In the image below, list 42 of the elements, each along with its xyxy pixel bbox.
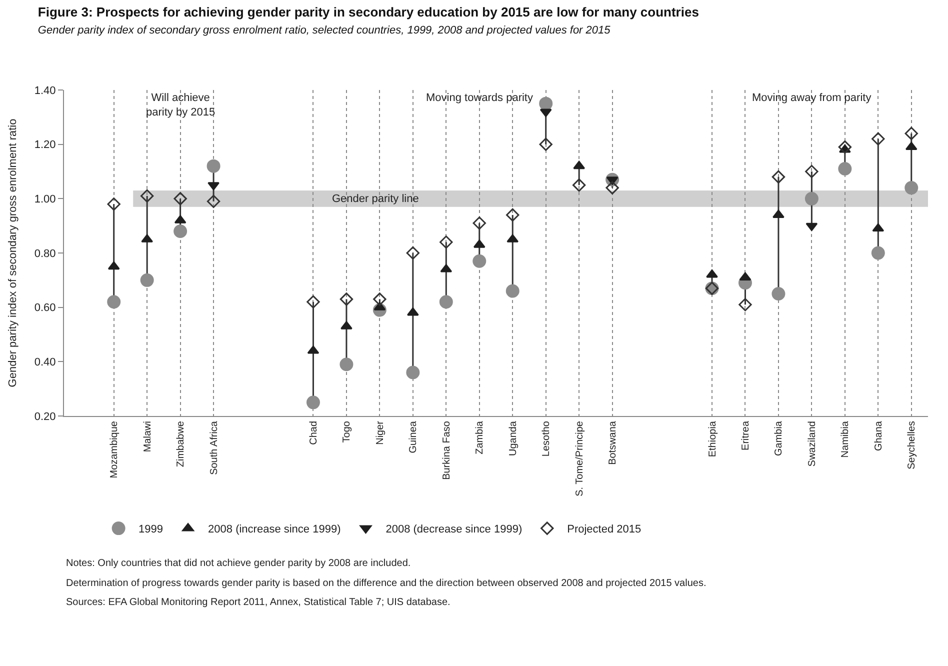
legend-label: 2008 (decrease since 1999) — [386, 524, 522, 536]
text: Determination of progress towards gender parity is based on the difference and the direction between observed 2008 and projected 2015 values. — [66, 578, 706, 589]
x-tick-label: Mozambique — [109, 420, 120, 478]
y-tick-label: 0.40 — [34, 356, 56, 369]
y-axis-title: Gender parity index of secondary gross enrolment ratio — [7, 118, 20, 388]
x-tick-label: Gambia — [774, 420, 785, 456]
y-tick-label: 1.00 — [34, 194, 56, 206]
legend-label: Projected 2015 — [567, 524, 642, 536]
annotation: Will achieve parity by 2015 — [146, 92, 216, 118]
x-tick-label: Seychelles — [906, 421, 918, 470]
x-tick-label: Chad — [308, 421, 320, 445]
x-tick-label: Togo — [342, 420, 353, 443]
x-tick-label: Ethiopia — [707, 420, 718, 458]
x-tick-label: Niger — [374, 420, 386, 445]
y-tick-label: 0.60 — [34, 302, 56, 314]
x-tick-label: Namibia — [840, 420, 852, 458]
chart-title: Figure 3: Prospects for achieving gender parity in secondary education by 2015 are low for many countries — [38, 4, 699, 20]
legend-label: 1999 — [138, 524, 164, 536]
x-tick-label: Lesotho — [541, 420, 552, 457]
x-tick-label: Guinea — [408, 420, 420, 454]
y-tick-label: 1.40 — [34, 84, 56, 97]
x-tick-label: Zimbabwe — [176, 420, 187, 468]
y-tick-label: 0.20 — [34, 410, 56, 423]
x-tick-label: Uganda — [508, 420, 519, 456]
x-tick-label: S. Tome/Principe — [574, 420, 586, 496]
x-tick-label: Eritrea — [740, 420, 752, 450]
annotation: Moving away from parity — [752, 92, 872, 104]
x-tick-label: Burkina Faso — [441, 420, 452, 480]
x-tick-label: South Africa — [208, 420, 220, 475]
source-note: Sources: EFA Global Monitoring Report 2011, Annex, Statistical Table 7; UIS database. — [66, 597, 450, 608]
x-tick-label: Zambia — [474, 420, 486, 454]
legend-label: 2008 (increase since 1999) — [208, 524, 341, 536]
y-tick-label: 0.80 — [34, 248, 56, 260]
text: Notes: Only countries that did not achieve gender parity by 2008 are included. — [66, 558, 411, 569]
x-tick-label: Ghana — [873, 420, 884, 452]
band-label: Gender parity line — [332, 193, 419, 205]
annotation: Moving towards parity — [426, 92, 534, 104]
x-tick-label: Botswana — [608, 420, 619, 465]
x-tick-label: Swaziland — [806, 421, 818, 467]
x-tick-label: Malawi — [142, 421, 154, 452]
y-tick-label: 1.20 — [34, 139, 56, 152]
chart-subtitle: Gender parity index of secondary gross enrolment ratio, selected countries, 1999, 2008 and projected values for 2015 — [38, 24, 612, 37]
